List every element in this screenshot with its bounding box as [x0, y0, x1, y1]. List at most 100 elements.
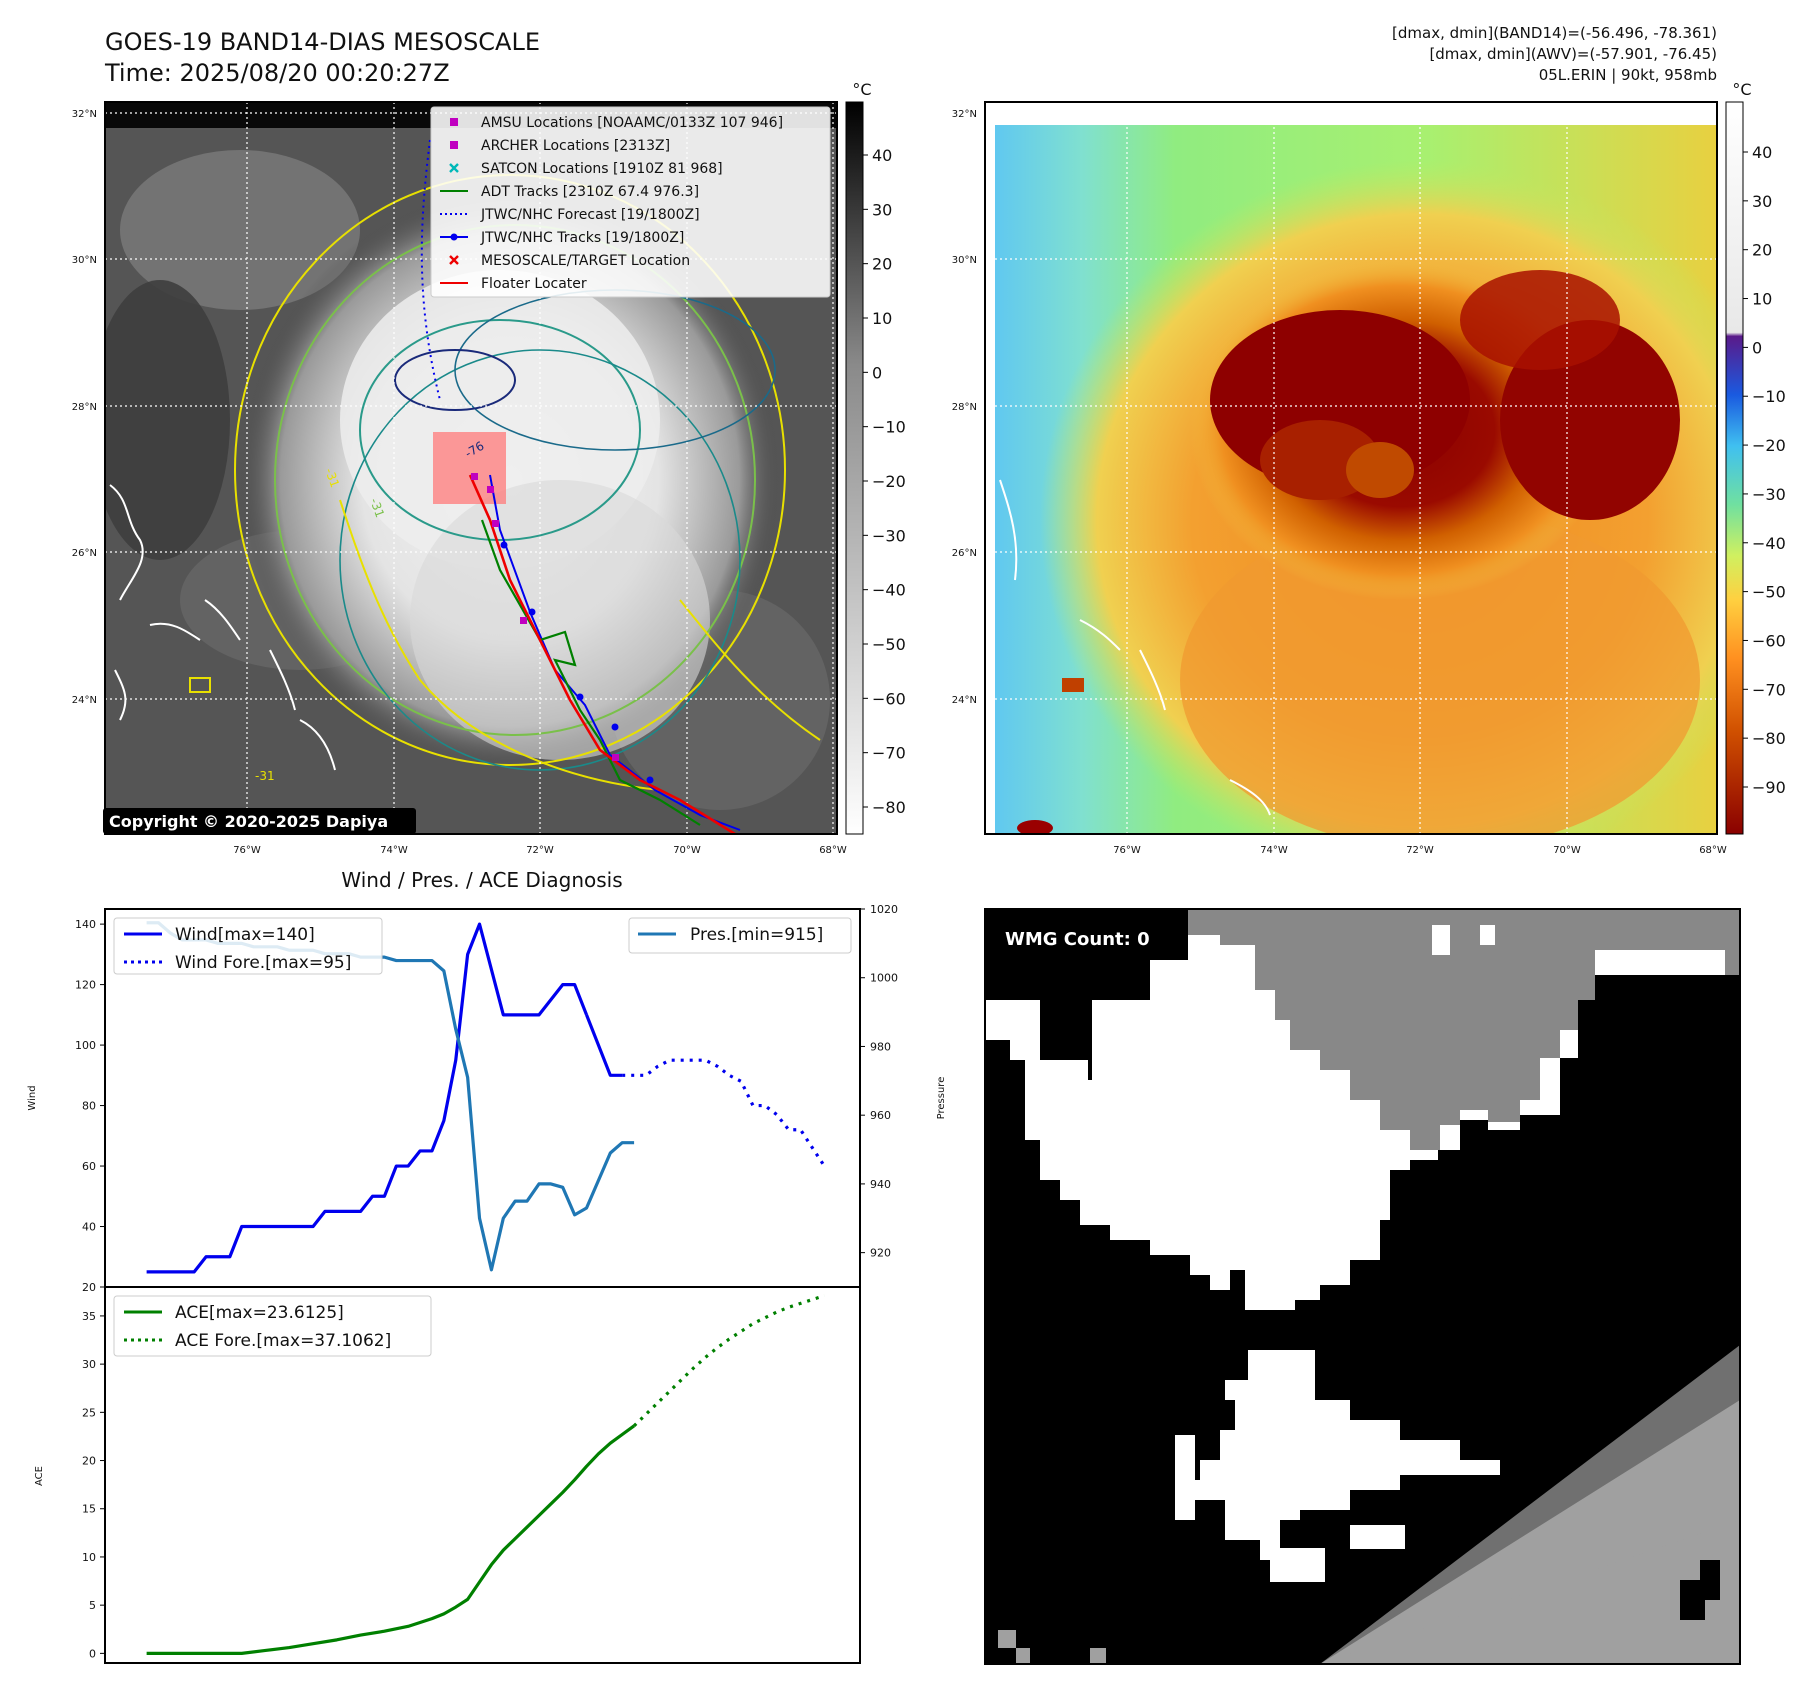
contour-label: -31 — [255, 769, 275, 783]
adt-track — [480, 519, 701, 826]
colorbar-tick-label: 30 — [872, 200, 892, 219]
wind-forecast-line — [622, 1058, 826, 1167]
legend-label: SATCON Locations [1910Z 81 968] — [481, 161, 723, 177]
legend-marker — [449, 163, 459, 173]
legend-item: MESOSCALE/TARGET Location — [449, 253, 690, 269]
colorbar-tick-label: −30 — [872, 526, 906, 545]
copyright-text: Copyright © 2020-2025 Dapiya — [109, 812, 388, 831]
lon-label: 68°W — [819, 845, 847, 856]
wind-legend: Wind[max=140] Wind Fore.[max=95] — [113, 917, 383, 975]
ace-forecast-line — [632, 1294, 825, 1427]
ace-y-axis: 0 5 10 15 20 25 30 35 — [82, 1310, 105, 1660]
colorbar-tick-label: −80 — [1752, 729, 1786, 748]
info-awv-range: [dmax, dmin](AWV)=(-57.901, -76.45) — [1429, 45, 1717, 63]
legend-item: JTWC/NHC Forecast [19/1800Z] — [440, 207, 700, 223]
colorbar-tick-label: 20 — [872, 255, 892, 274]
ace-tick-label: 30 — [82, 1358, 96, 1371]
lon-label: 68°W — [1699, 845, 1727, 856]
wind-tick-label: 60 — [82, 1160, 96, 1173]
wind-tick-label: 80 — [82, 1100, 96, 1113]
colorbar-tick-label: −90 — [1752, 778, 1786, 797]
band14-lat-labels: 32°N 30°N 28°N 26°N 24°N — [72, 109, 97, 706]
awv-map: 32°N 30°N 28°N 26°N 24°N 76°W 74°W 72°W … — [952, 101, 1727, 856]
colorbar-tick-label: −40 — [1752, 534, 1786, 553]
legend-marker — [450, 141, 458, 149]
legend-label: JTWC/NHC Tracks [19/1800Z] — [480, 230, 684, 246]
colorbar-tick-label: 20 — [1752, 241, 1772, 260]
pressure-tick-label: 940 — [870, 1178, 891, 1191]
colorbar-tick-label: −40 — [872, 581, 906, 600]
pressure-y-axis: 920 940 960 980 1000 1020 — [860, 903, 898, 1260]
wind-tick-label: 40 — [82, 1221, 96, 1234]
ace-chart: 0 5 10 15 20 25 30 35 ACE ACE[max=23.6125] ACE … — [34, 1286, 861, 1664]
lat-label: 28°N — [72, 402, 97, 413]
colorbar-tick-label: −20 — [872, 472, 906, 491]
wmg-panel: WMG Count: 0 — [984, 908, 1741, 1665]
ace-tick-label: 20 — [82, 1455, 96, 1468]
floater-box — [433, 432, 506, 504]
colorbar-unit: °C — [852, 80, 871, 99]
colorbar-tick-label: 40 — [1752, 143, 1772, 162]
ace-tick-label: 10 — [82, 1551, 96, 1564]
ace-axis-label: ACE — [34, 1466, 45, 1486]
lon-label: 74°W — [1260, 845, 1288, 856]
legend-label: AMSU Locations [NOAAMC/0133Z 107 946] — [481, 115, 783, 131]
colorbar-gray-bar — [845, 101, 864, 835]
colorbar-tick-label: −60 — [872, 689, 906, 708]
ace-tick-label: 25 — [82, 1406, 96, 1419]
lon-label: 76°W — [1113, 845, 1141, 856]
colorbar-gray-ticks: 40 30 20 10 0 −10 −20 −30 −40 −50 −60 −70 −80 — [863, 146, 906, 817]
wind-y-axis: 20 40 60 80 100 120 140 — [75, 918, 105, 1294]
colorbar-tick-label: 10 — [1752, 290, 1772, 309]
legend-label: MESOSCALE/TARGET Location — [481, 253, 690, 269]
colorbar-unit: °C — [1732, 80, 1751, 99]
legend-item: SATCON Locations [1910Z 81 968] — [449, 161, 723, 177]
wmg-image — [985, 909, 1740, 1664]
band14-frame — [104, 101, 838, 835]
pressure-tick-label: 960 — [870, 1109, 891, 1122]
lat-label: 26°N — [72, 548, 97, 559]
colorbar-tick-label: −30 — [1752, 485, 1786, 504]
wind-tick-label: 20 — [82, 1281, 96, 1294]
colorbar-tick-label: 30 — [1752, 192, 1772, 211]
lat-label: 30°N — [72, 255, 97, 266]
lon-label: 76°W — [233, 845, 261, 856]
colorbar-tick-label: 0 — [872, 363, 882, 382]
ace-line — [146, 1424, 636, 1655]
pressure-tick-label: 980 — [870, 1040, 891, 1053]
lat-label: 28°N — [952, 402, 977, 413]
colorbar-tick-label: −10 — [1752, 387, 1786, 406]
pressure-tick-label: 1000 — [870, 972, 898, 985]
forecast-track — [420, 139, 441, 401]
colorbar-tick-label: −70 — [1752, 680, 1786, 699]
wind-line — [146, 922, 589, 1274]
legend-label: ACE[max=23.6125] — [175, 1303, 344, 1323]
wmg-frame — [984, 908, 1741, 1665]
colorbar-tick-label: 40 — [872, 146, 892, 165]
lat-label: 30°N — [952, 255, 977, 266]
legend-item: Floater Locater — [440, 276, 587, 292]
pressure-axis-label: Pressure — [936, 1077, 947, 1120]
ace-tick-label: 15 — [82, 1503, 96, 1516]
colorbar-tick-label: −60 — [1752, 631, 1786, 650]
colorbar-tick-label: 10 — [872, 309, 892, 328]
legend-label: Pres.[min=915] — [690, 925, 823, 945]
colorbar-tick-label: −50 — [872, 635, 906, 654]
awv-lon-labels: 76°W 74°W 72°W 70°W 68°W — [1113, 845, 1727, 856]
wind-axis-label: Wind — [27, 1085, 38, 1110]
legend-item: AMSU Locations [NOAAMC/0133Z 107 946] — [450, 115, 783, 131]
legend-label: JTWC/NHC Forecast [19/1800Z] — [480, 207, 700, 223]
lat-label: 32°N — [952, 109, 977, 120]
lat-label: 26°N — [952, 548, 977, 559]
lat-label: 24°N — [72, 695, 97, 706]
lat-label: 32°N — [72, 109, 97, 120]
contour-label: -31 — [367, 496, 387, 519]
wind-tick-label: 100 — [75, 1039, 96, 1052]
legend-label: Wind[max=140] — [175, 925, 315, 945]
legend-label: ARCHER Locations [2313Z] — [481, 138, 670, 154]
pressure-legend: Pres.[min=915] — [628, 917, 852, 954]
ace-tick-label: 35 — [82, 1310, 96, 1323]
colorbar-color-ticks: 40 30 20 10 0 −10 −20 −30 −40 −50 −60 −70 −80 −90 — [1743, 143, 1786, 797]
lon-label: 70°W — [1553, 845, 1581, 856]
